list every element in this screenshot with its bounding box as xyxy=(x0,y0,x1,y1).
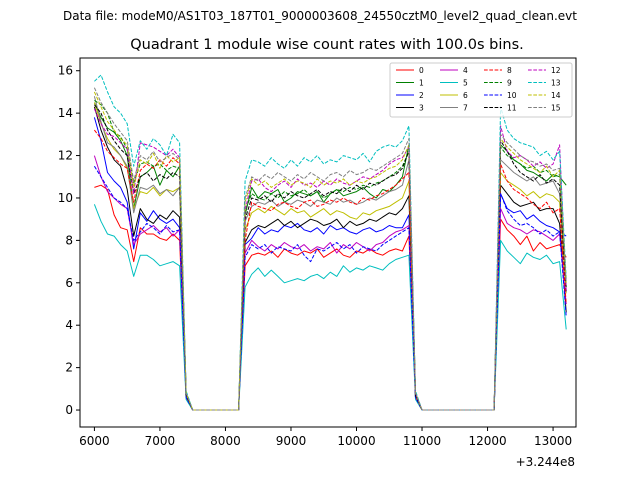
legend-box xyxy=(389,62,573,118)
legend-label-8: 8 xyxy=(507,66,512,75)
x-tick-label: 12000 xyxy=(468,434,506,448)
legend-label-5: 5 xyxy=(463,79,468,88)
legend-label-4: 4 xyxy=(463,66,468,75)
legend-label-11: 11 xyxy=(507,104,517,113)
legend-label-9: 9 xyxy=(507,79,512,88)
x-tick-label: 11000 xyxy=(403,434,441,448)
x-offset-label: +3.244e8 xyxy=(516,455,575,469)
legend-label-6: 6 xyxy=(463,91,468,100)
legend-label-1: 1 xyxy=(419,79,424,88)
legend-label-14: 14 xyxy=(551,91,561,100)
y-tick-label: 8 xyxy=(65,233,73,247)
x-tick-label: 8000 xyxy=(210,434,241,448)
figure-suptitle: Data file: modeM0/AS1T03_187T01_90000036… xyxy=(63,9,577,23)
series-layer xyxy=(93,74,567,411)
tick-layer: 6000 7000 8000 9000 10000 11000 12000 13000 0 2 4 6… xyxy=(58,64,572,448)
x-tick-label: 9000 xyxy=(276,434,307,448)
legend-label-0: 0 xyxy=(419,66,424,75)
y-tick-label: 14 xyxy=(58,106,73,120)
plot-frame xyxy=(79,57,577,428)
y-tick-label: 10 xyxy=(58,191,73,205)
y-tick-label: 12 xyxy=(58,149,73,163)
legend-label-3: 3 xyxy=(419,104,424,113)
x-tick-label: 6000 xyxy=(79,434,110,448)
legend-label-7: 7 xyxy=(463,104,468,113)
y-tick-label: 16 xyxy=(58,64,73,78)
chart-title: Quadrant 1 module wise count rates with … xyxy=(130,37,524,53)
legend-label-2: 2 xyxy=(419,91,424,100)
x-tick-label: 10000 xyxy=(337,434,375,448)
y-tick-label: 2 xyxy=(65,361,73,375)
y-tick-label: 6 xyxy=(65,276,73,290)
legend-label-15: 15 xyxy=(551,104,561,113)
legend-label-10: 10 xyxy=(507,91,517,100)
legend-label-12: 12 xyxy=(551,66,561,75)
legend-label-13: 13 xyxy=(551,79,561,88)
y-tick-label: 4 xyxy=(65,318,73,332)
x-tick-label: 13000 xyxy=(534,434,572,448)
y-tick-label: 0 xyxy=(65,403,73,417)
series-line-15 xyxy=(93,87,567,411)
x-tick-label: 7000 xyxy=(145,434,176,448)
series-line-13 xyxy=(94,74,567,411)
